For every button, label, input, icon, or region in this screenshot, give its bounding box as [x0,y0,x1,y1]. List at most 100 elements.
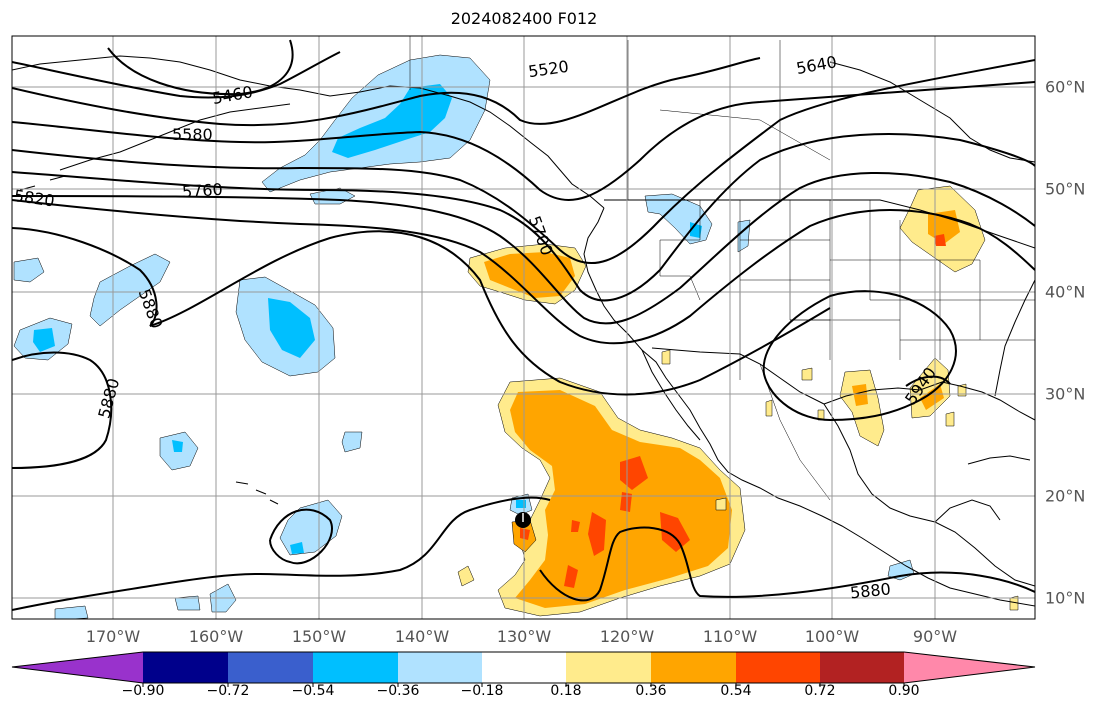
pacific-negative-area-7 [279,499,343,556]
hurricane-positive-core [520,528,530,540]
contour-5520 [12,57,761,127]
east-coast-us [994,279,1035,397]
contour-5820 [12,199,1035,345]
contour-5460-loop [107,39,294,96]
colorbar-label-9: 0.72 [804,683,836,699]
east-pacific-positive-mid [510,390,732,608]
east-pacific-positive-core-2 [588,512,606,556]
small-positive-area-9 [1009,595,1019,611]
western-states-border [659,200,701,301]
longitude-label-160w: 160°W [188,627,244,646]
pacific-negative-core-3 [33,328,55,352]
contour-5460 [12,51,341,99]
pacific-negative-area-2 [89,253,171,327]
contour-5880-tropical [12,496,551,611]
longitude-label-130w: 130°W [496,627,552,646]
latitude-label-10n: 10°N [1045,588,1086,608]
pacific-negative-core-7 [290,542,304,554]
mexico-state-border [759,363,831,501]
contour-5640 [12,59,1035,265]
longitude-label-100w: 100°W [804,627,860,646]
baja-california [641,349,701,441]
east-pacific-positive-core-6 [571,520,580,532]
alaska-coastline [12,55,605,209]
pacific-negative-core-5 [172,440,183,452]
contour-5880-southeast [539,526,1035,602]
longitude-label-110w: 110°W [702,627,758,646]
colorbar-label-1: −0.90 [121,683,165,699]
east-pacific-positive-core-5 [564,565,578,588]
contour-label-5580: 5580 [172,125,213,144]
mexico-gulf-coast [823,403,1035,587]
colorbar-bin-3 [313,652,398,683]
small-positive-area-8 [715,497,727,511]
pacific-negative-area-4 [13,257,45,283]
pacific-negative-core-1 [268,298,315,358]
tropical-cyclone-marker [515,512,531,528]
west-coast-north-america [583,207,1035,607]
map-frame [11,35,1036,620]
small-positive-area-4 [765,399,773,417]
colorbar-label-4: −0.36 [376,683,420,699]
contour-5880-main [12,227,831,396]
hawaii-islands [235,481,279,505]
colorbar-bin-1 [143,652,228,683]
colorbar-bin-4 [398,652,482,683]
cuba [967,455,1031,465]
colorbar-bin-8 [736,652,820,683]
hudson-bay [829,61,1035,163]
southeast-positive-core [920,384,944,410]
great-lakes-positive-peak [934,234,946,246]
colorbar-label-7: 0.36 [635,683,667,699]
yucatan [934,499,1001,523]
pacific-negative-area-6 [341,431,363,453]
small-positive-area-3 [801,367,813,381]
small-positive-area-1 [457,565,475,587]
gulf-coast-positive-area [839,369,885,447]
contour-5580 [12,81,1035,201]
colorbar-label-6: 0.18 [550,683,582,699]
longitude-label-120w: 120°W [599,627,655,646]
colorbar-extend-min [12,652,143,683]
map-title: 2024082400 F012 [450,9,598,28]
contour-5880-south [269,508,333,565]
contour-5880-east [762,290,957,422]
colorbar-bin-6 [566,652,651,683]
colorbar-bin-2 [228,652,313,683]
positive-anomaly-shading [457,185,1019,617]
colorbar-bin-7 [651,652,736,683]
colorbar-label-10: 0.90 [888,683,920,699]
latitude-label-50n: 50°N [1045,179,1086,199]
colorbar-ticks [142,683,905,687]
latitude-label-30n: 30°N [1045,384,1086,404]
colorbar-label-2: −0.72 [206,683,250,699]
colorbar-extend-max [904,652,1035,683]
contour-5880-west [12,351,113,469]
aleutian-chain [59,103,291,171]
colorbar [11,651,1036,687]
map-content: 5460 5520 5580 5640 5700 5760 5820 5880 … [12,36,1035,619]
colorbar-bin-5 [482,652,566,683]
small-positive-area-2 [661,349,671,365]
contour-label-5760: 5760 [181,180,223,202]
small-positive-area-7 [945,411,955,427]
colorbar-bin-9 [820,652,904,683]
longitude-label-90w: 90°W [912,627,958,646]
longitude-label-140w: 140°W [394,627,450,646]
gulf-coast-positive-core [852,384,868,406]
contour-label-5880-south: 5880 [849,579,891,602]
latitude-label-60n: 60°N [1045,77,1086,97]
contour-5700 [12,133,1035,302]
height-contours [12,39,1035,611]
colorbar-label-3: −0.54 [291,683,335,699]
latitude-label-20n: 20°N [1045,486,1086,506]
colorbar-label-8: 0.54 [720,683,752,699]
latitude-label-40n: 40°N [1045,282,1086,302]
pacific-negative-area-9 [174,595,201,611]
longitude-label-170w: 170°W [85,627,141,646]
eastern-state-lines [830,259,1035,341]
longitude-label-150w: 150°W [291,627,347,646]
east-pacific-positive-core-4 [620,492,632,512]
